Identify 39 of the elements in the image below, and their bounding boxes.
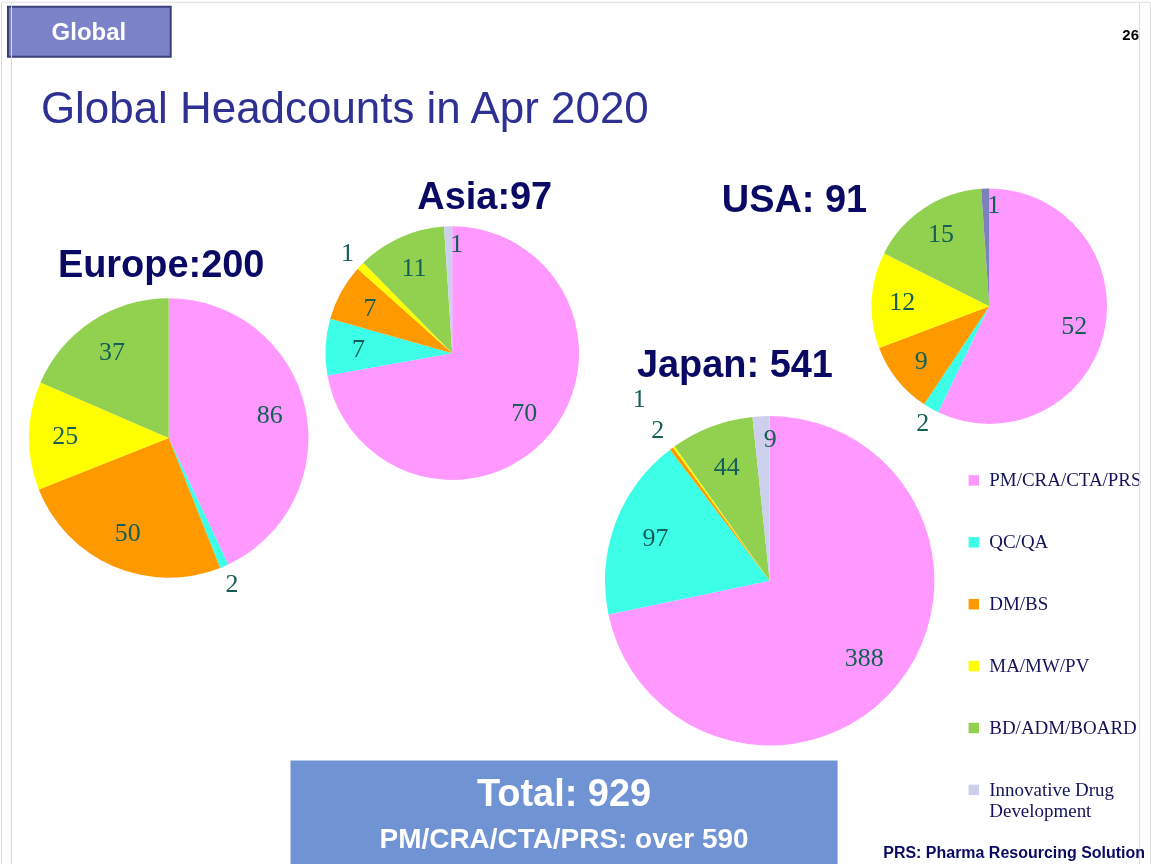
legend-label: Innovative Drug Development xyxy=(989,778,1115,821)
data-label: 7 xyxy=(352,333,366,363)
slice-label: Europe:200 xyxy=(57,243,265,286)
text: PRS: Pharma Resourcing Solution xyxy=(883,844,1146,862)
legend-label: MA/MW/PV xyxy=(989,655,1090,677)
slice-label: USA: 91 xyxy=(721,178,868,221)
data-label: 70 xyxy=(511,398,538,428)
data-label: 9 xyxy=(914,345,928,375)
legend-label: QC/QA xyxy=(989,531,1049,553)
data-label: 1 xyxy=(632,383,646,413)
data-label: 97 xyxy=(642,523,669,553)
slice-label: Asia:97 xyxy=(417,175,553,218)
data-label: 12 xyxy=(889,286,916,316)
legend-label: PM/CRA/CTA/PRS xyxy=(989,469,1142,491)
data-label: 9 xyxy=(763,424,777,454)
text: Total: 929 xyxy=(476,772,652,815)
legend-label: BD/ADM/BOARD xyxy=(989,716,1137,738)
data-label: 44 xyxy=(713,451,740,481)
data-label: 1 xyxy=(341,238,355,268)
data-label: 388 xyxy=(844,642,884,672)
text: Global Headcounts in Apr 2020 xyxy=(40,82,649,132)
data-label: 37 xyxy=(98,336,125,366)
data-label: 25 xyxy=(52,421,79,451)
slice-label: Japan: 541 xyxy=(636,343,833,386)
data-label: 2 xyxy=(916,407,930,437)
data-label: 15 xyxy=(928,218,954,248)
text: 26 xyxy=(1122,25,1140,43)
data-label: 11 xyxy=(401,252,427,282)
data-label: 2 xyxy=(651,414,665,444)
text: PM/CRA/CTA/PRS: over 590 xyxy=(379,823,749,855)
data-label: 50 xyxy=(114,517,141,547)
data-label: 1 xyxy=(450,229,464,259)
data-label: 1 xyxy=(987,189,1001,219)
data-label: 2 xyxy=(225,569,239,599)
data-label: 86 xyxy=(256,400,283,430)
data-label: 52 xyxy=(1061,310,1088,340)
data-label: 7 xyxy=(363,292,377,322)
legend-label: DM/BS xyxy=(989,593,1049,615)
text: Global xyxy=(51,17,127,45)
